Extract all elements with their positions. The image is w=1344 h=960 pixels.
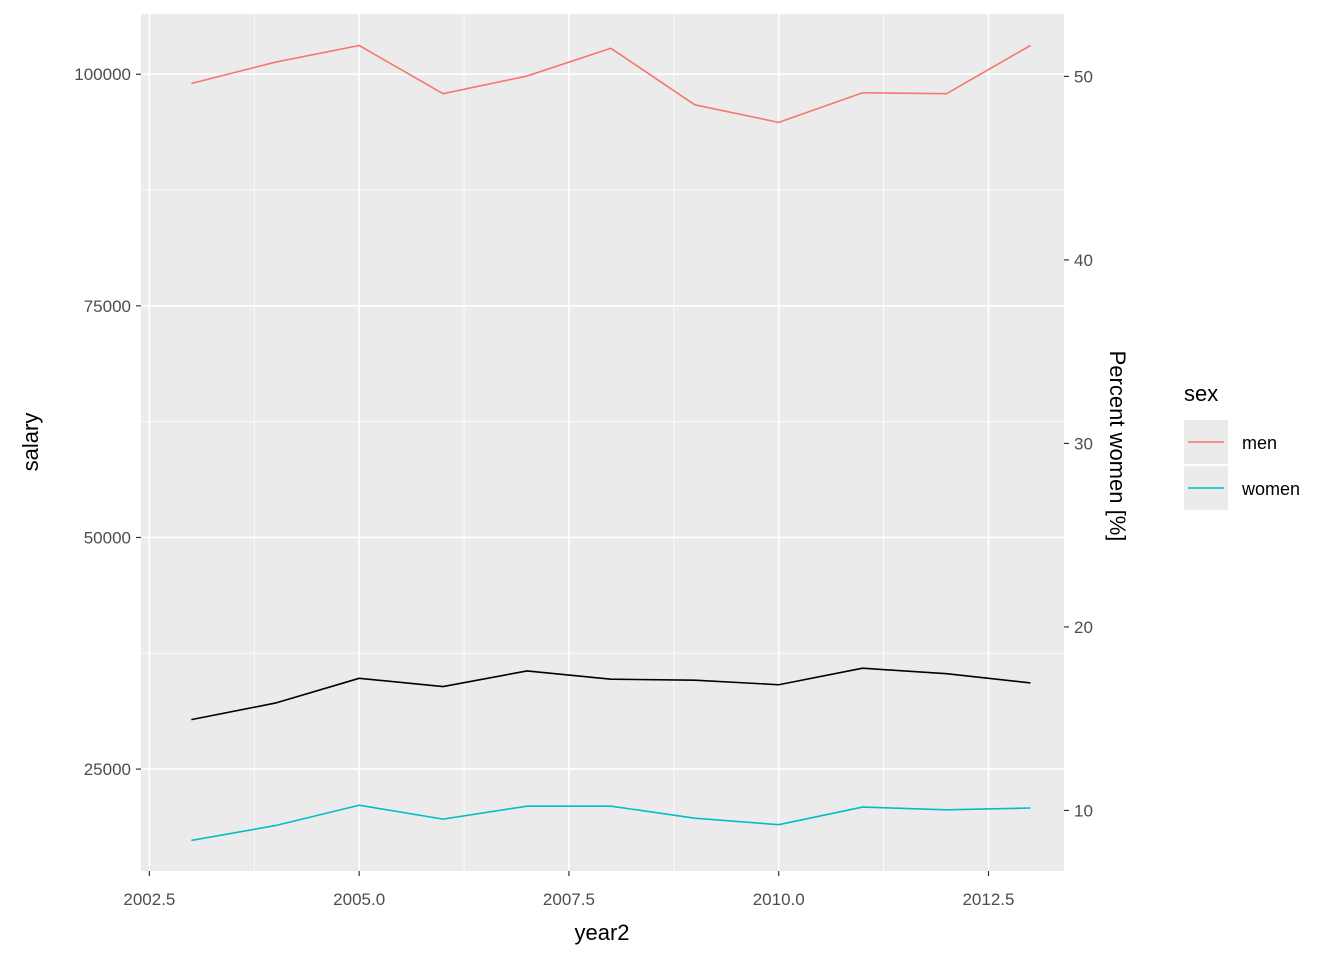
series-line-men — [191, 44, 1031, 124]
major-gridlines — [141, 14, 1064, 871]
series-line-3 — [191, 667, 1031, 721]
legend: sex men women — [1184, 381, 1300, 510]
x-tick-label: 2002.5 — [123, 890, 175, 909]
x-tick-label: 2012.5 — [962, 890, 1014, 909]
x-axis-title: year2 — [574, 920, 629, 945]
y-tick-label: 100000 — [74, 65, 131, 84]
x-tick-label: 2007.5 — [543, 890, 595, 909]
y2-axis-title: Percent women [%] — [1105, 351, 1130, 542]
bottom-axis: 2002.5 2005.0 2007.5 2010.0 2012.5 — [123, 871, 1014, 909]
y2-tick-label: 50 — [1074, 67, 1093, 86]
x-tick-label: 2010.0 — [753, 890, 805, 909]
y2-tick-label: 10 — [1074, 801, 1093, 820]
x-tick-label: 2005.0 — [333, 890, 385, 909]
left-axis: 25000 50000 75000 100000 — [74, 65, 141, 779]
legend-items: men women — [1184, 420, 1300, 510]
y-axis-title: salary — [18, 413, 43, 472]
series-line-women — [191, 804, 1031, 842]
legend-label-men: men — [1242, 433, 1277, 453]
right-axis: 10 20 30 40 50 — [1064, 67, 1093, 820]
y2-tick-label: 40 — [1074, 251, 1093, 270]
y2-tick-label: 20 — [1074, 618, 1093, 637]
y-tick-label: 50000 — [84, 528, 131, 547]
y-tick-label: 25000 — [84, 760, 131, 779]
legend-label-women: women — [1241, 479, 1300, 499]
legend-title: sex — [1184, 381, 1218, 406]
series-lines — [191, 44, 1031, 842]
minor-gridlines — [141, 14, 1064, 871]
y2-tick-label: 30 — [1074, 434, 1093, 453]
y-tick-label: 75000 — [84, 297, 131, 316]
plot-panel — [141, 14, 1064, 871]
